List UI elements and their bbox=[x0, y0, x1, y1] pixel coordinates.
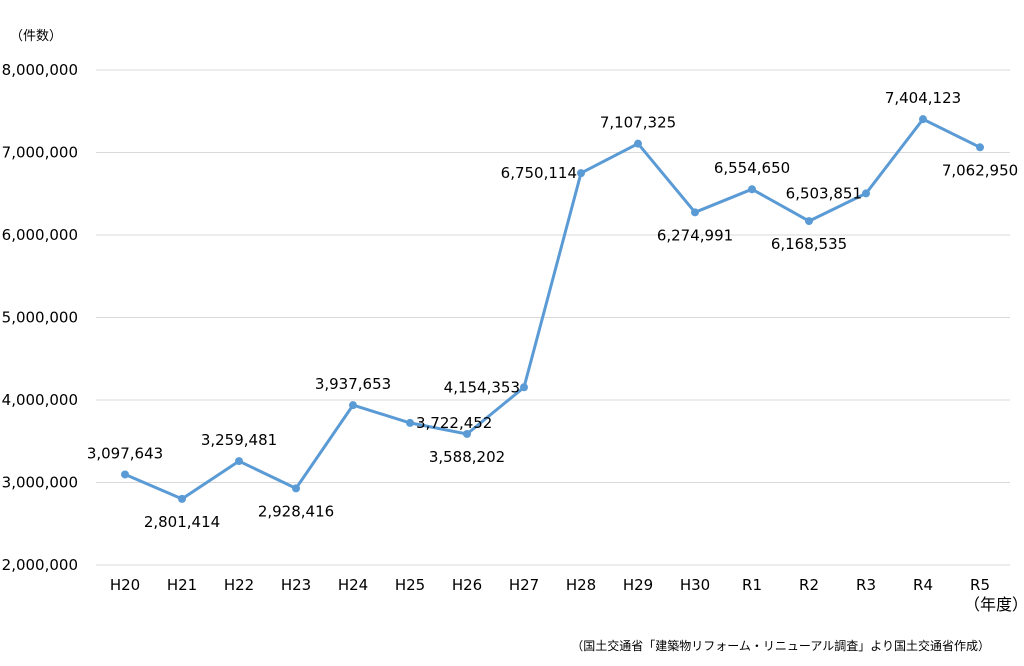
data-point bbox=[349, 401, 357, 410]
data-point bbox=[121, 470, 129, 479]
y-tick-label: 7,000,000 bbox=[2, 144, 78, 162]
y-axis-tick-labels: 2,000,000 3,000,000 4,000,000 5,000,000 6,00… bbox=[2, 61, 78, 574]
y-tick-label: 3,000,000 bbox=[2, 474, 78, 492]
x-tick-label: R2 bbox=[799, 576, 819, 594]
y-tick-label: 5,000,000 bbox=[2, 309, 78, 327]
grid-lines bbox=[96, 69, 1010, 566]
data-point bbox=[406, 418, 414, 427]
x-tick-label: H21 bbox=[167, 576, 197, 594]
x-tick-label: H24 bbox=[338, 576, 368, 594]
x-tick-label: H27 bbox=[509, 576, 539, 594]
data-label: 3,259,481 bbox=[201, 431, 277, 449]
data-point bbox=[178, 494, 186, 503]
data-label: 3,097,643 bbox=[87, 444, 163, 462]
data-label: 6,503,851 bbox=[786, 184, 862, 202]
data-point bbox=[520, 383, 528, 392]
data-label: 2,928,416 bbox=[258, 502, 334, 520]
x-tick-label: H25 bbox=[395, 576, 425, 594]
data-label: 2,801,414 bbox=[144, 513, 220, 531]
data-label: 6,554,650 bbox=[714, 159, 790, 177]
x-tick-label: R4 bbox=[913, 576, 933, 594]
data-label: 3,937,653 bbox=[315, 375, 391, 393]
y-axis-unit-label: （件数） bbox=[10, 29, 62, 44]
series-line-layer bbox=[123, 117, 982, 501]
data-label: 6,168,535 bbox=[771, 235, 847, 253]
y-tick-label: 4,000,000 bbox=[2, 391, 78, 409]
data-point bbox=[292, 484, 300, 493]
data-label: 6,274,991 bbox=[657, 226, 733, 244]
data-label: 7,107,325 bbox=[600, 114, 676, 132]
x-tick-label: H20 bbox=[110, 576, 140, 594]
x-axis-unit-label: （年度） bbox=[964, 595, 1024, 614]
data-points bbox=[121, 115, 984, 503]
y-tick-label: 8,000,000 bbox=[2, 61, 78, 79]
x-tick-label: H28 bbox=[566, 576, 596, 594]
data-label: 3,588,202 bbox=[429, 448, 505, 466]
data-point bbox=[577, 169, 585, 178]
data-point bbox=[691, 208, 699, 217]
data-point bbox=[862, 189, 870, 198]
x-tick-label: H22 bbox=[224, 576, 254, 594]
data-label: 6,750,114 bbox=[501, 164, 577, 182]
data-point bbox=[235, 457, 243, 466]
x-tick-label: R5 bbox=[970, 576, 990, 594]
data-label: 3,722,452 bbox=[416, 414, 492, 432]
data-label: 7,404,123 bbox=[885, 89, 961, 107]
x-tick-label: R3 bbox=[856, 576, 876, 594]
y-tick-label: 2,000,000 bbox=[2, 556, 78, 574]
x-tick-label: H23 bbox=[281, 576, 311, 594]
data-label: 4,154,353 bbox=[444, 378, 520, 396]
data-point bbox=[463, 429, 471, 438]
source-note: （国土交通省「建築物リフォーム・リニューアル調査」より国土交通省作成） bbox=[571, 638, 990, 653]
data-point bbox=[976, 143, 984, 152]
data-point bbox=[748, 185, 756, 194]
data-label: 7,062,950 bbox=[942, 161, 1018, 179]
x-tick-label: H29 bbox=[623, 576, 653, 594]
data-point bbox=[634, 139, 642, 148]
y-tick-label: 6,000,000 bbox=[2, 226, 78, 244]
series-line bbox=[123, 117, 982, 501]
x-axis-tick-labels: H20 H21 H22 H23 H24 H25 H26 H27 H28 H29 H30 R1 R2 R3 R… bbox=[110, 576, 990, 594]
data-point bbox=[919, 115, 927, 124]
data-point bbox=[805, 217, 813, 226]
x-tick-label: H26 bbox=[452, 576, 482, 594]
x-tick-label: H30 bbox=[680, 576, 710, 594]
data-labels: 3,097,643 2,801,414 3,259,481 2,928,416 3,93… bbox=[87, 89, 1018, 531]
x-tick-label: R1 bbox=[742, 576, 762, 594]
